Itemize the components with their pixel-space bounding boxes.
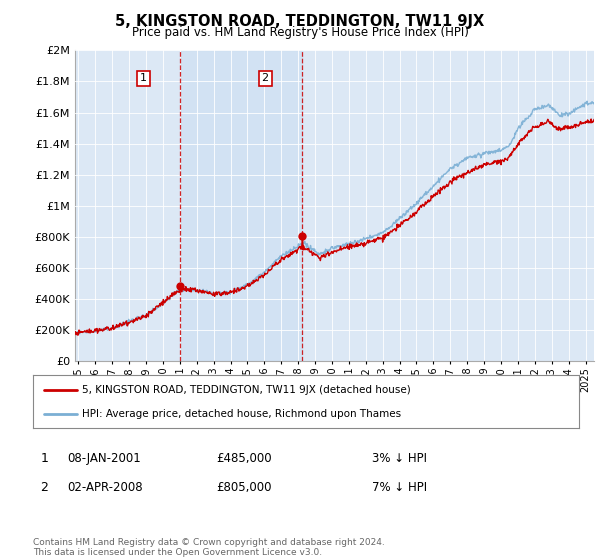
Text: Contains HM Land Registry data © Crown copyright and database right 2024.
This d: Contains HM Land Registry data © Crown c… [33,538,385,557]
Text: 3% ↓ HPI: 3% ↓ HPI [372,451,427,465]
Text: 5, KINGSTON ROAD, TEDDINGTON, TW11 9JX (detached house): 5, KINGSTON ROAD, TEDDINGTON, TW11 9JX (… [82,385,411,395]
Text: HPI: Average price, detached house, Richmond upon Thames: HPI: Average price, detached house, Rich… [82,409,401,419]
Text: Price paid vs. HM Land Registry's House Price Index (HPI): Price paid vs. HM Land Registry's House … [131,26,469,39]
Text: 5, KINGSTON ROAD, TEDDINGTON, TW11 9JX: 5, KINGSTON ROAD, TEDDINGTON, TW11 9JX [115,14,485,29]
Text: 2: 2 [40,480,49,494]
Text: £805,000: £805,000 [216,480,271,494]
Text: 1: 1 [40,451,49,465]
Bar [181,50,302,361]
Text: 7% ↓ HPI: 7% ↓ HPI [372,480,427,494]
Text: £485,000: £485,000 [216,451,272,465]
Text: 1: 1 [140,73,147,83]
Text: 2: 2 [262,73,269,83]
Text: 02-APR-2008: 02-APR-2008 [67,480,143,494]
Text: 08-JAN-2001: 08-JAN-2001 [67,451,141,465]
